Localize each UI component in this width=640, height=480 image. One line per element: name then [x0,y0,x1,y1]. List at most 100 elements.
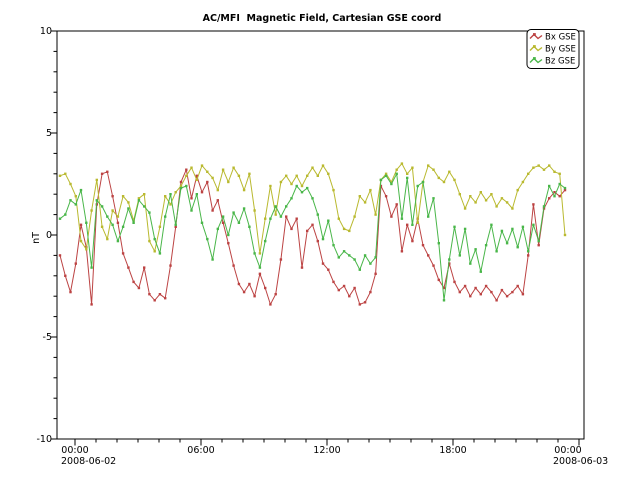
y-axis-tick-labels: 10 5 0 -5 -10 [36,26,52,445]
data-point-marker [390,215,393,218]
y-tick-label: -5 [43,332,52,343]
data-point-marker [121,195,125,198]
data-point-marker [237,174,241,177]
data-point-marker [411,166,414,169]
data-point-marker [121,252,125,255]
data-point-marker [285,174,288,177]
legend-marker-icon [533,57,536,60]
data-point-marker [85,221,88,224]
data-point-marker [474,248,477,251]
data-point-marker [321,237,325,241]
data-point-marker [237,282,241,286]
x-tick-label: 00:00 [554,445,581,456]
data-point-marker [227,233,230,237]
data-point-marker [474,201,477,204]
plot-frame [56,30,585,440]
data-point-marker [264,217,267,220]
data-point-marker [421,180,425,184]
data-point-marker [511,290,514,294]
series-line-by-gse [59,163,566,254]
data-point-marker [374,256,377,259]
data-point-marker [143,193,146,196]
start-date-label: 2008-06-02 [61,456,116,467]
data-point-marker [400,162,404,165]
data-point-marker [58,254,62,257]
data-point-marker [311,223,314,226]
data-point-marker [316,174,319,177]
data-point-marker [369,262,372,265]
data-point-marker [532,223,535,226]
data-point-marker [542,168,546,171]
data-point-marker [348,295,351,298]
data-point-marker [448,258,451,261]
data-point-marker [174,223,177,226]
data-point-marker [64,213,67,216]
data-point-marker [411,223,414,226]
data-point-marker [463,284,467,288]
data-point-marker [295,217,298,220]
data-point-marker [432,264,435,267]
series-line-bx-gse [59,169,566,305]
data-point-marker [527,254,530,257]
data-point-marker [164,297,167,300]
data-point-marker [553,195,556,198]
data-point-marker [74,203,77,206]
data-point-marker [90,303,93,306]
data-point-marker [384,174,388,177]
data-point-marker [363,254,367,257]
data-point-marker [306,229,309,233]
data-point-marker [479,293,482,296]
data-point-marker [558,172,561,175]
data-point-marker [505,242,509,245]
data-point-marker [548,164,551,167]
data-point-marker [527,250,530,253]
data-point-marker [79,188,83,192]
data-point-marker [332,280,335,284]
data-point-marker [495,250,498,253]
x-tick-label: 06:00 [187,445,214,456]
legend-box: Bx GSE By GSE Bz GSE [526,29,580,69]
data-point-marker [90,209,93,212]
data-point-marker [100,172,104,175]
data-point-marker [195,174,198,177]
legend-line-sample-icon [529,57,543,64]
data-point-marker [421,244,425,247]
data-point-marker [516,284,519,288]
data-point-marker [448,170,451,173]
series-line-bz-gse [59,173,566,301]
y-tick-label: 10 [40,26,52,37]
data-point-marker [158,252,162,255]
data-point-marker [553,191,556,194]
data-point-marker [432,168,435,171]
data-point-marker [100,225,104,228]
data-point-marker [169,264,172,267]
data-point-marker [253,295,256,298]
data-point-marker [221,168,225,171]
data-point-marker [179,180,183,184]
data-point-marker [216,227,219,231]
data-point-marker [516,188,519,192]
data-point-marker [500,229,504,233]
data-point-marker [64,172,67,175]
data-point-marker [527,172,530,175]
data-point-marker [321,262,325,265]
data-point-marker [474,286,477,290]
data-point-marker [153,299,156,302]
data-point-marker [190,197,193,200]
data-point-marker [148,293,151,296]
legend-item-bz-gse: Bz GSE [529,57,575,67]
data-point-marker [537,239,540,243]
data-point-marker [242,290,246,294]
data-point-marker [148,239,151,243]
data-point-marker [458,254,461,257]
data-point-marker [216,188,219,192]
data-point-marker [153,250,156,253]
data-point-marker [427,215,430,218]
data-point-marker [469,262,472,265]
data-point-marker [395,203,398,206]
data-point-marker [484,199,488,202]
data-point-marker [558,195,561,198]
data-point-marker [358,303,361,306]
data-point-marker [206,180,209,184]
data-point-marker [279,258,283,261]
